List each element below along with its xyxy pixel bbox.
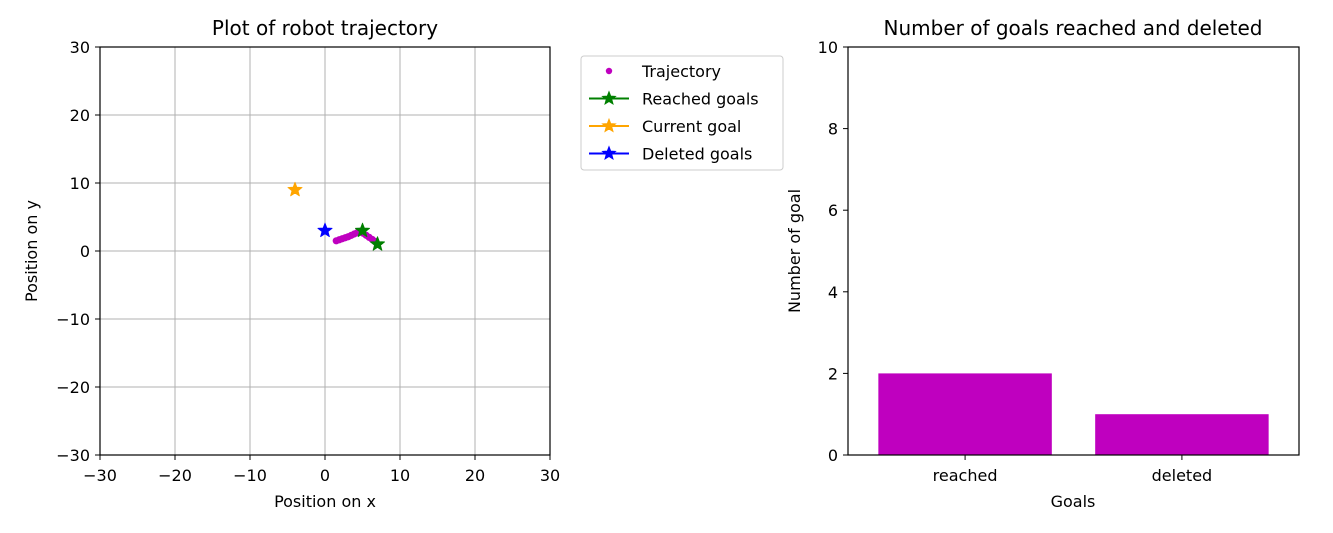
trajectory-grid — [99, 46, 551, 456]
legend-frame — [580, 55, 784, 171]
bar-y-tick-label: 6 — [828, 201, 838, 220]
x-tick-label: 30 — [540, 466, 560, 485]
legend-item: Current goal — [589, 117, 741, 136]
y-tick-label: −30 — [56, 446, 90, 465]
legend-label: Current goal — [642, 117, 741, 136]
y-tick-label: 0 — [80, 242, 90, 261]
goal-star-point — [287, 181, 303, 197]
goal-star-point — [317, 222, 333, 238]
bar-reached — [878, 373, 1052, 455]
goal-star-point — [369, 236, 386, 251]
legend-star-marker — [601, 145, 617, 161]
x-tick-label: −20 — [158, 466, 192, 485]
trajectory-x-ticks: −30 −20 −10 0 10 20 30 — [83, 455, 560, 485]
trajectory-y-axis-label: Position on y — [22, 200, 41, 302]
goals-y-ticks: 0 2 4 6 8 10 — [818, 38, 848, 465]
trajectory-chart-title: Plot of robot trajectory — [212, 16, 438, 40]
goals-x-ticks: reached deleted — [933, 455, 1213, 485]
x-tick-label: −10 — [233, 466, 267, 485]
trajectory-legend: Trajectory Reached goals Current goal Delet… — [580, 55, 784, 171]
bar-y-tick-label: 0 — [828, 446, 838, 465]
goals-bars — [878, 373, 1269, 455]
legend-item: Trajectory — [605, 62, 721, 81]
bar-y-tick-label: 10 — [818, 38, 838, 57]
x-tick-label: 10 — [390, 466, 410, 485]
legend-item: Reached goals — [589, 90, 759, 109]
goals-axes-frame — [847, 46, 1300, 456]
bar-y-tick-label: 8 — [828, 120, 838, 139]
goal-star-point — [354, 222, 371, 238]
bar-y-tick-label: 4 — [828, 283, 838, 302]
legend-label: Reached goals — [642, 90, 759, 109]
legend-dot-marker — [605, 67, 613, 75]
goals-y-axis-label: Number of goal — [785, 189, 804, 313]
legend-item: Deleted goals — [589, 145, 752, 164]
y-tick-label: −10 — [56, 310, 90, 329]
bar-deleted — [1095, 414, 1269, 455]
legend-items: Trajectory Reached goals Current goal Delet… — [589, 62, 759, 164]
trajectory-chart: Plot of robot trajectory −30 −20 −10 0 10 20 3… — [22, 16, 560, 511]
y-tick-label: 10 — [70, 174, 90, 193]
trajectory-x-axis-label: Position on x — [274, 492, 376, 511]
goals-chart-title: Number of goals reached and deleted — [884, 16, 1263, 40]
legend-label: Trajectory — [641, 62, 721, 81]
bar-y-tick-label: 2 — [828, 364, 838, 383]
y-tick-label: 30 — [70, 38, 90, 57]
legend-star-marker — [601, 90, 617, 106]
x-tick-label: −30 — [83, 466, 117, 485]
legend-label: Deleted goals — [642, 145, 752, 164]
goals-x-axis-label: Goals — [1051, 492, 1096, 511]
trajectory-y-ticks: −30 −20 −10 0 10 20 30 — [56, 38, 100, 465]
bar-category-label: deleted — [1152, 466, 1213, 485]
legend-star-marker — [601, 117, 617, 133]
goals-bar-chart: Number of goals reached and deleted reac… — [785, 16, 1300, 511]
x-tick-label: 20 — [465, 466, 485, 485]
y-tick-label: −20 — [56, 378, 90, 397]
x-tick-label: 0 — [320, 466, 330, 485]
trajectory-data — [287, 181, 386, 251]
y-tick-label: 20 — [70, 106, 90, 125]
bar-category-label: reached — [933, 466, 998, 485]
